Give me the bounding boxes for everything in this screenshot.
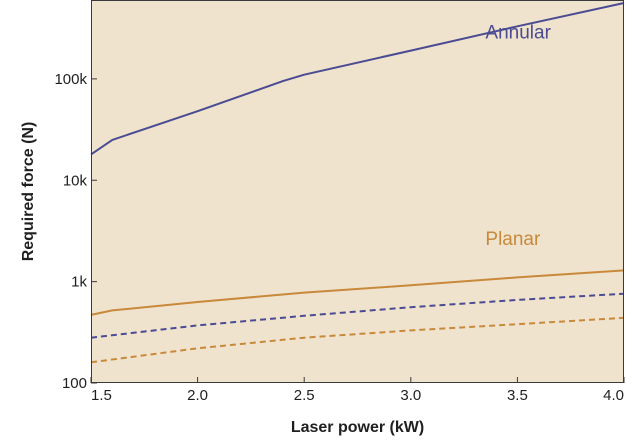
series-label-annular: Annular <box>485 23 551 44</box>
x-tick-label: 2.5 <box>294 387 315 404</box>
plot-frame <box>91 0 624 383</box>
series-label-layer: Annular Planar <box>485 23 551 250</box>
y-tick-label: 100 <box>62 375 87 392</box>
y-tick-label: 100k <box>54 71 87 88</box>
x-tick-label: 3.0 <box>400 387 421 404</box>
y-axis-ticks: 100 1k 10k 100k <box>54 71 97 392</box>
series-label-planar: Planar <box>485 229 541 250</box>
x-tick-label: 4.0 <box>603 387 624 404</box>
plot-area <box>91 0 624 383</box>
series-line-1 <box>90 269 625 316</box>
x-axis-label: Laser power (kW) <box>291 419 424 436</box>
series-line-2 <box>90 292 625 339</box>
y-axis-label: Required force (N) <box>20 122 37 262</box>
series-line-0 <box>90 2 625 156</box>
x-axis-ticks: 1.5 2.0 2.5 3.0 3.5 4.0 <box>90 377 625 404</box>
series-layer <box>90 2 625 364</box>
x-tick-label: 2.0 <box>187 387 208 404</box>
y-tick-label: 10k <box>63 172 88 189</box>
x-tick-label: 1.5 <box>91 387 112 404</box>
x-tick-label: 3.5 <box>507 387 528 404</box>
y-tick-label: 1k <box>71 274 87 291</box>
